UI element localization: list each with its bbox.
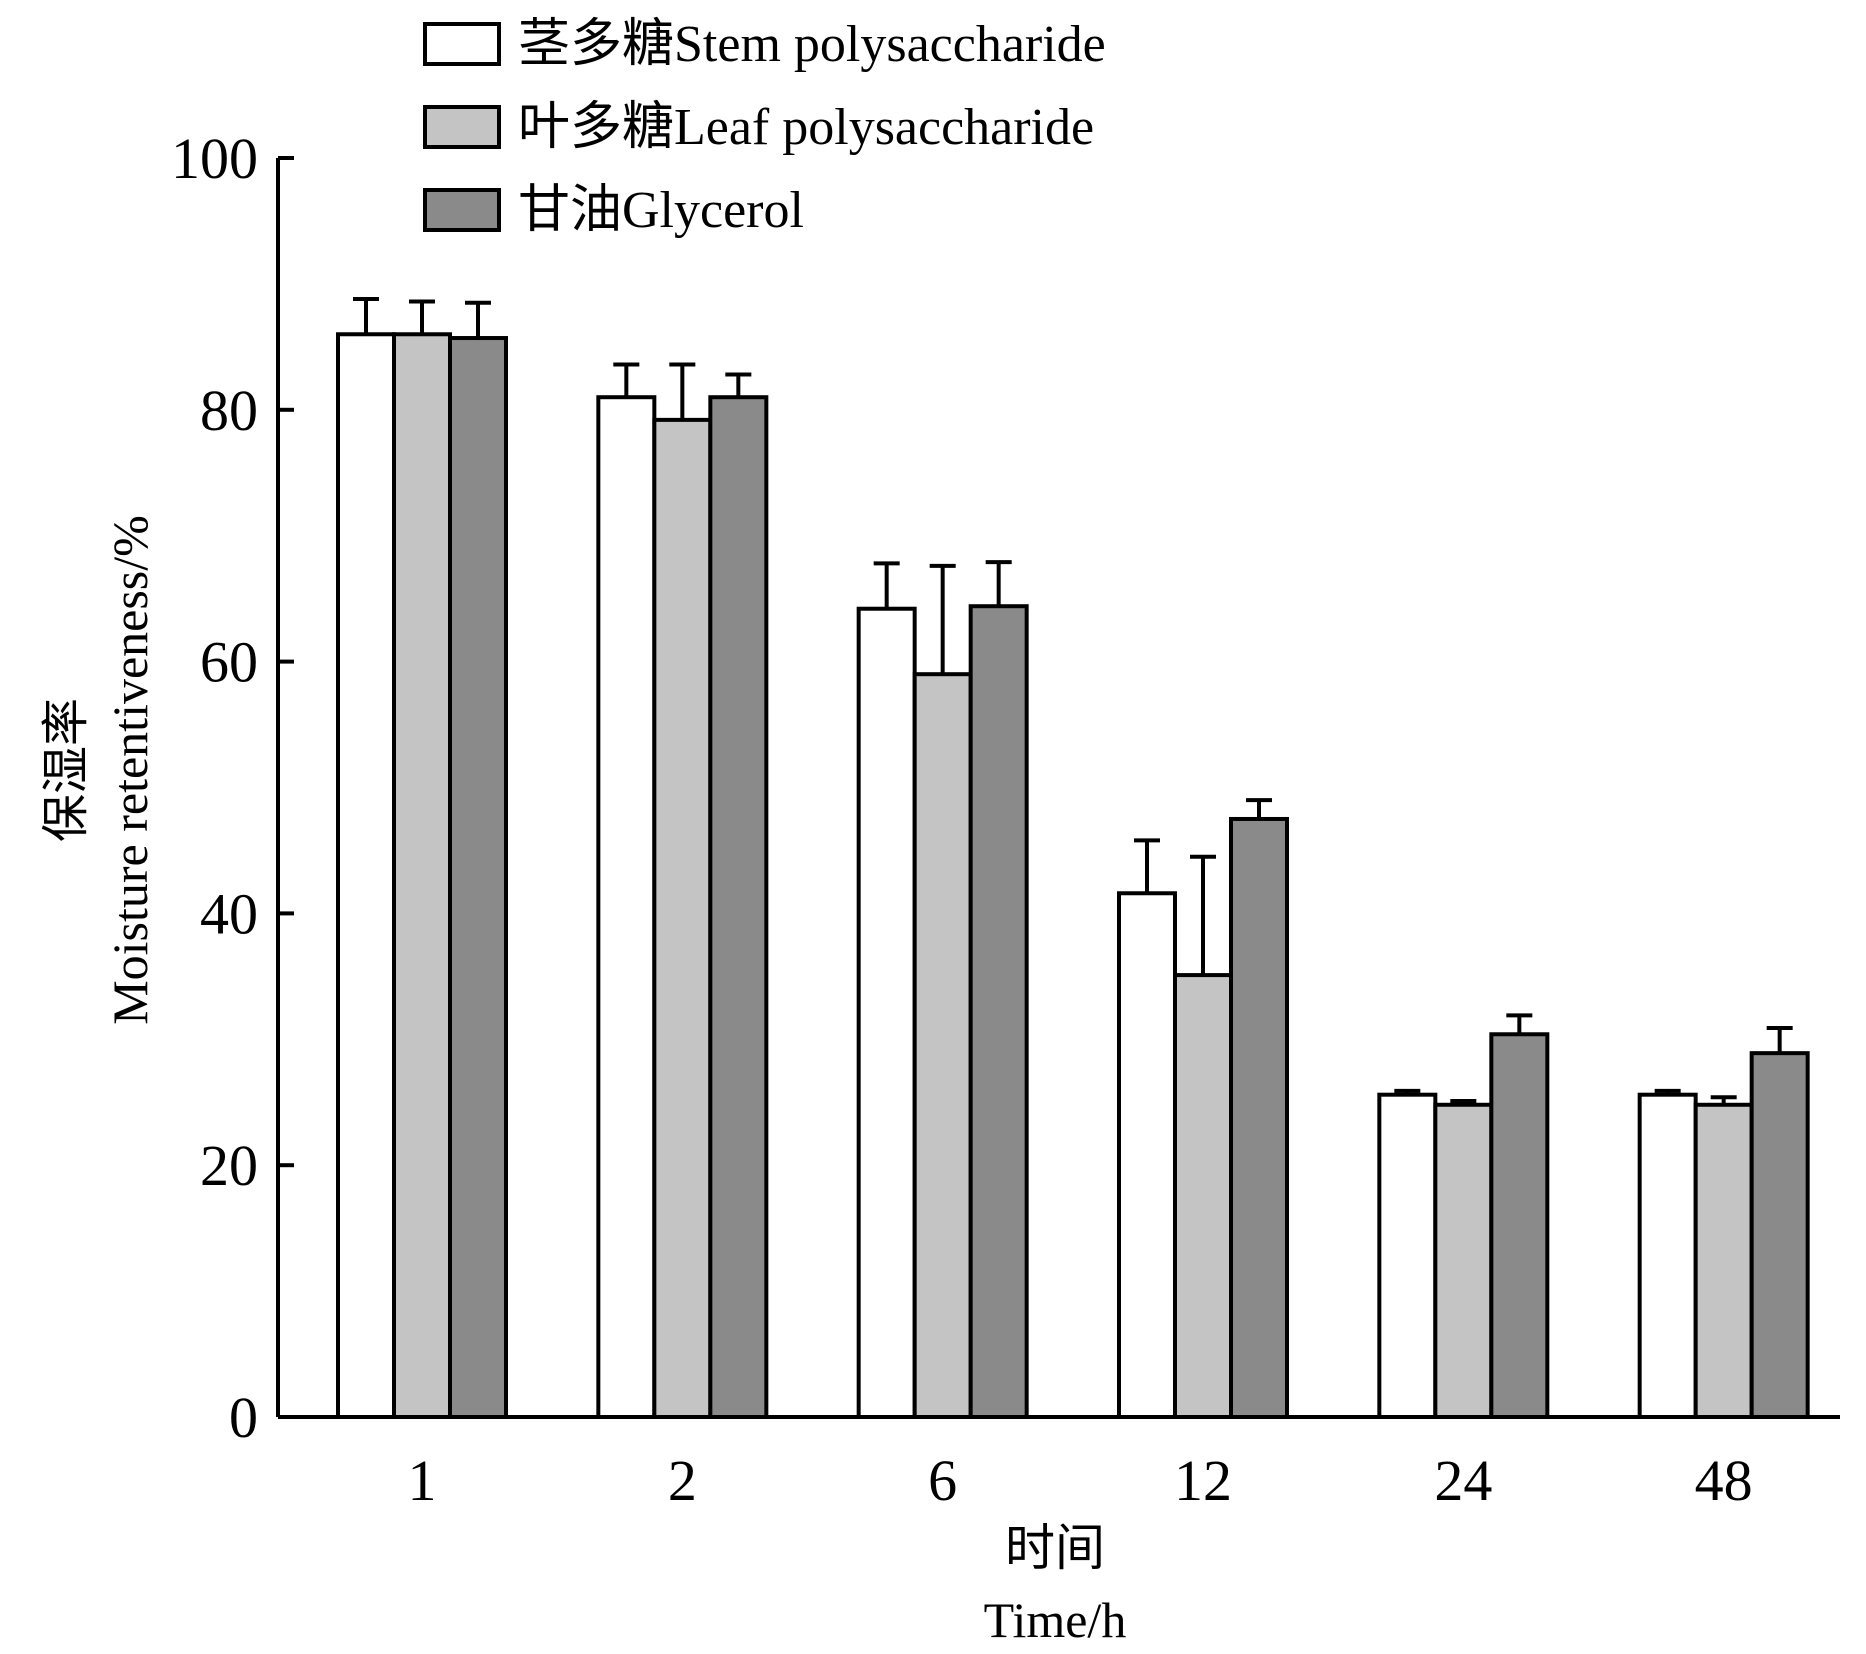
legend-swatch <box>423 105 501 149</box>
x-tick-label: 48 <box>1695 1448 1753 1513</box>
bar <box>1693 1102 1754 1419</box>
y-tick-label: 100 <box>171 126 258 191</box>
bar <box>1377 1092 1438 1420</box>
bar <box>912 672 973 1419</box>
y-axis-label-chinese: 保湿率 <box>40 698 93 842</box>
x-tick-label: 6 <box>928 1448 957 1513</box>
x-tick-label: 24 <box>1434 1448 1492 1513</box>
bar <box>708 395 769 1419</box>
legend: 茎多糖Stem polysaccharide 叶多糖Leaf polysaccha… <box>423 16 1106 239</box>
legend-swatch <box>423 188 501 232</box>
y-tick-label: 0 <box>229 1385 258 1450</box>
bar <box>1173 973 1233 1419</box>
bar <box>1229 816 1289 1419</box>
x-tick-label: 2 <box>668 1448 697 1513</box>
x-axis-label-english: Time/h <box>984 1592 1127 1648</box>
bar <box>1433 1102 1494 1419</box>
bar <box>448 336 508 1419</box>
y-tick-label: 20 <box>200 1133 258 1198</box>
bar <box>856 606 917 1419</box>
y-tick-label: 80 <box>200 378 258 443</box>
chart-bars <box>336 297 1810 1420</box>
bar <box>1117 891 1177 1419</box>
bar <box>596 395 657 1419</box>
legend-label: 甘油Glycerol <box>518 182 804 239</box>
bar <box>336 332 396 1419</box>
legend-label: 叶多糖Leaf polysaccharide <box>518 99 1094 156</box>
x-tick-label: 12 <box>1174 1448 1232 1513</box>
bar <box>652 417 713 1419</box>
y-tick-label: 60 <box>200 630 258 695</box>
legend-label: 茎多糖Stem polysaccharide <box>518 16 1106 73</box>
bar <box>392 332 452 1419</box>
legend-swatch <box>423 22 501 66</box>
x-tick-label: 1 <box>408 1448 437 1513</box>
y-tick-label: 40 <box>200 881 258 946</box>
bar <box>1749 1051 1810 1420</box>
bar <box>1637 1092 1698 1420</box>
x-axis-label-chinese: 时间 <box>1005 1520 1105 1576</box>
y-axis-label-english: Moisture retentiveness/% <box>102 515 158 1025</box>
bar <box>1489 1032 1550 1420</box>
bar <box>968 604 1029 1419</box>
